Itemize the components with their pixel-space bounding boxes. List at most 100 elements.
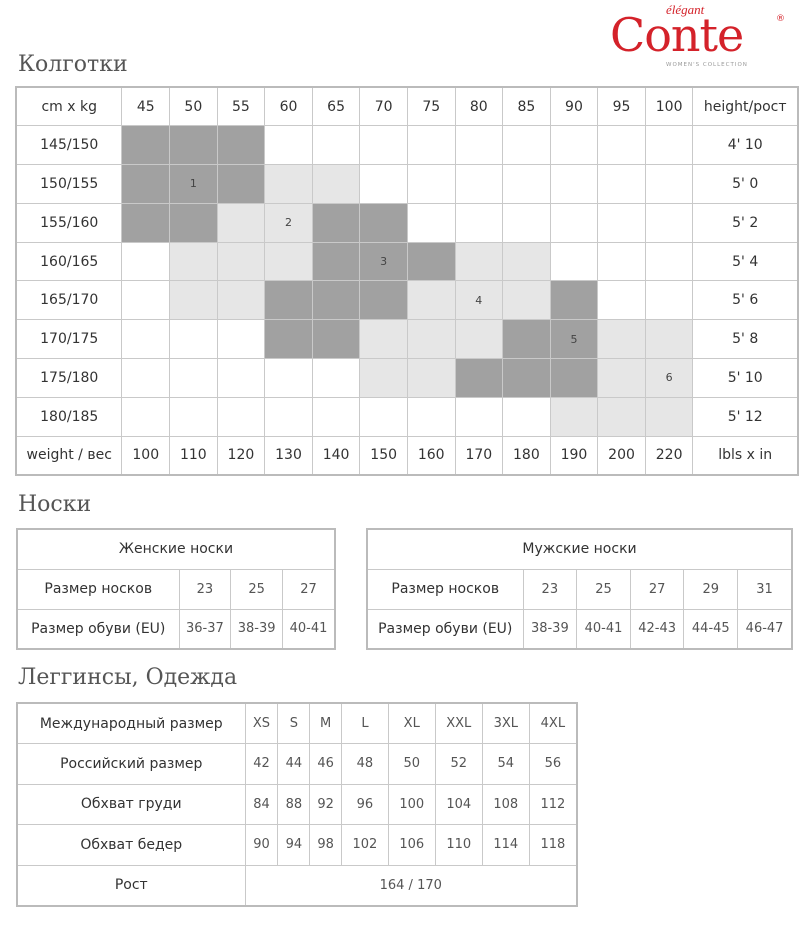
units-footer-label: lbls x in xyxy=(692,435,799,476)
weight-kg-header: 75 xyxy=(406,86,456,127)
size-grid-cell xyxy=(169,280,218,321)
size-grid-cell: 1 xyxy=(169,164,218,204)
weight-lbs-value: 190 xyxy=(549,435,599,476)
size-grid-cell xyxy=(264,280,313,321)
weight-lbs-value: 120 xyxy=(216,435,266,476)
leggings-row: Обхват груди 84 88 92 96 100 104 108 112 xyxy=(16,783,578,825)
leggings-value: 102 xyxy=(341,824,389,866)
size-grid-cell xyxy=(121,280,171,321)
size-grid-cell xyxy=(644,319,694,360)
weight-kg-header: 90 xyxy=(549,86,599,127)
weight-footer-label: weight / вес xyxy=(15,435,123,476)
size-grid-cell xyxy=(216,164,266,204)
size-grid-cell xyxy=(169,125,218,166)
leggings-value: 46 xyxy=(309,743,343,785)
weight-lbs-value: 100 xyxy=(121,435,171,476)
size-grid-cell xyxy=(549,164,599,204)
size-grid-cell xyxy=(597,164,646,204)
size-grid-cell xyxy=(454,396,504,437)
size-grid-cell: 4 xyxy=(454,280,504,321)
men-socks-header: Мужские носки xyxy=(366,528,793,570)
weight-kg-header: 50 xyxy=(169,86,218,127)
size-grid-cell xyxy=(359,358,408,398)
leggings-value: 48 xyxy=(341,743,389,785)
size-grid-cell xyxy=(454,125,504,166)
size-grid-cell xyxy=(169,319,218,360)
size-grid-cell xyxy=(406,202,456,243)
height-cm-label: 155/160 xyxy=(15,202,123,243)
size-grid-cell: 5 xyxy=(549,319,599,360)
leggings-value: 114 xyxy=(481,824,530,866)
weight-lbs-value: 170 xyxy=(454,435,504,476)
women-shoe-size: 38-39 xyxy=(230,608,284,650)
leggings-value: 88 xyxy=(277,783,311,825)
size-grid-cell xyxy=(454,319,504,360)
size-grid-cell xyxy=(644,125,694,166)
men-shoe-size: 44-45 xyxy=(683,608,739,650)
women-shoe-size: 40-41 xyxy=(282,608,336,650)
size-grid-cell xyxy=(549,241,599,282)
leggings-size-table: Международный размер XS S M L XL XXL 3XL 4XL Росс… xyxy=(16,702,578,907)
size-grid-cell xyxy=(406,358,456,398)
leggings-value: 56 xyxy=(528,743,578,785)
size-grid-cell xyxy=(597,358,646,398)
size-number-label: 1 xyxy=(189,177,197,191)
size-grid-cell xyxy=(406,319,456,360)
size-grid-cell xyxy=(454,202,504,243)
height-ft-label: 5' 6 xyxy=(692,280,799,321)
leggings-value: 94 xyxy=(277,824,311,866)
size-grid-cell xyxy=(549,202,599,243)
size-grid-cell xyxy=(311,358,361,398)
leggings-value: XL xyxy=(387,702,436,744)
leggings-row: Обхват бедер 90 94 98 102 106 110 114 118 xyxy=(16,824,578,866)
tights-row: 145/150 4' 10 xyxy=(15,125,799,166)
weight-lbs-value: 150 xyxy=(359,435,408,476)
size-grid-cell xyxy=(264,241,313,282)
size-grid-cell xyxy=(169,396,218,437)
leggings-value: 118 xyxy=(528,824,578,866)
size-grid-cell xyxy=(264,164,313,204)
height-ft-label: 5' 10 xyxy=(692,358,799,398)
leggings-value: 100 xyxy=(387,783,436,825)
men-socks-table: Мужские носки Размер носков 23 25 27 29 … xyxy=(366,528,793,650)
tights-header-row: cm x kg 45 50 55 60 65 70 75 80 85 90 95 100 height/р… xyxy=(15,86,799,127)
tights-title: Колготки xyxy=(18,52,128,77)
height-ft-label: 5' 4 xyxy=(692,241,799,282)
size-grid-cell xyxy=(502,202,551,243)
size-grid-cell xyxy=(597,202,646,243)
leggings-row: Международный размер XS S M L XL XXL 3XL 4XL xyxy=(16,702,578,744)
weight-kg-header: 100 xyxy=(644,86,694,127)
women-socks-size-label: Размер носков xyxy=(16,568,180,610)
women-socks-size: 27 xyxy=(282,568,336,610)
height-header: height/рост xyxy=(692,86,799,127)
size-grid-cell xyxy=(216,125,266,166)
leggings-value: 42 xyxy=(244,743,279,785)
socks-title: Носки xyxy=(18,492,92,517)
tights-row: 155/160 2 5' 2 xyxy=(15,202,799,243)
weight-lbs-value: 140 xyxy=(311,435,361,476)
men-shoe-size-label: Размер обуви (EU) xyxy=(366,608,524,650)
size-grid-cell xyxy=(359,164,408,204)
leggings-value: 96 xyxy=(341,783,389,825)
tights-corner-label: cm x kg xyxy=(15,86,123,127)
leggings-height-row: Рост 164 / 170 xyxy=(16,864,578,906)
weight-lbs-value: 110 xyxy=(169,435,218,476)
size-grid-cell xyxy=(597,241,646,282)
men-shoe-size: 42-43 xyxy=(629,608,685,650)
leggings-row-label: Международный размер xyxy=(16,702,246,744)
leggings-value: 54 xyxy=(481,743,530,785)
weight-kg-header: 55 xyxy=(216,86,266,127)
tights-row: 170/175 5 5' 8 xyxy=(15,319,799,360)
men-socks-size-label: Размер носков xyxy=(366,568,524,610)
size-grid-cell xyxy=(406,164,456,204)
women-shoe-size-label: Размер обуви (EU) xyxy=(16,608,180,650)
height-ft-label: 5' 0 xyxy=(692,164,799,204)
weight-lbs-value: 200 xyxy=(597,435,646,476)
women-socks-table: Женские носки Размер носков 23 25 27 Раз… xyxy=(16,528,336,650)
size-grid-cell xyxy=(121,241,171,282)
size-grid-cell xyxy=(644,202,694,243)
size-grid-cell xyxy=(502,358,551,398)
leggings-title: Леггинсы, Одежда xyxy=(18,665,238,690)
size-grid-cell xyxy=(502,241,551,282)
size-grid-cell xyxy=(121,396,171,437)
